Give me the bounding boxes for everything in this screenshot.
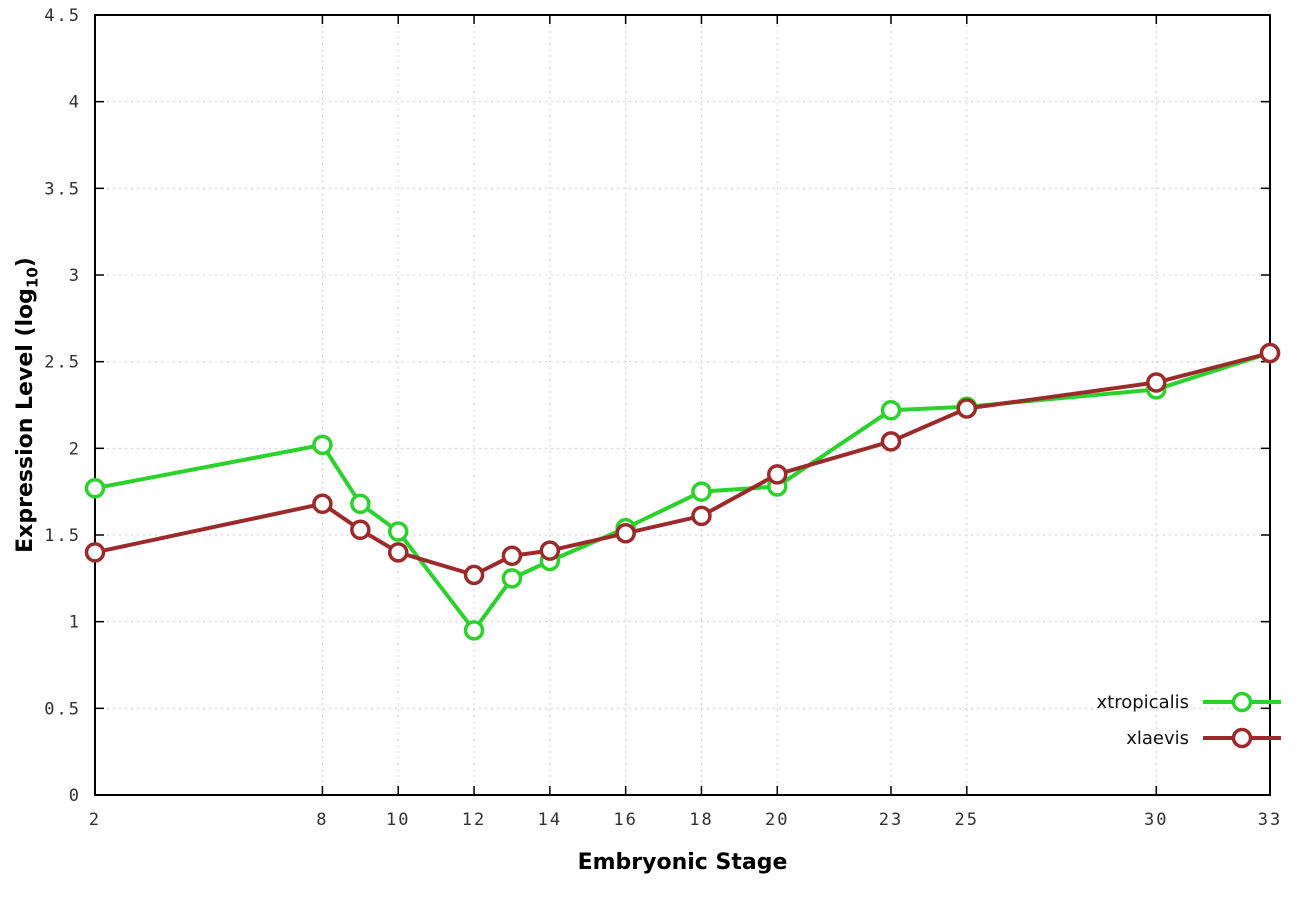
y-tick-label: 0 xyxy=(69,786,81,806)
data-point-xtropicalis xyxy=(84,477,106,499)
data-point-xlaevis xyxy=(691,505,712,527)
x-tick-label: 8 xyxy=(316,810,328,830)
x-axis-title: Embryonic Stage xyxy=(577,850,788,875)
data-point-xlaevis xyxy=(880,431,902,452)
data-point-xlaevis xyxy=(615,523,636,544)
y-axis-title: Expression Level (log10) xyxy=(13,15,43,795)
legend-sample-xtropicalis xyxy=(1203,691,1281,713)
x-tick-label: 20 xyxy=(765,810,789,830)
data-point-xlaevis xyxy=(387,542,409,563)
data-point-xlaevis xyxy=(463,564,485,586)
data-point-xlaevis xyxy=(84,542,106,563)
legend: xtropicalis xlaevis xyxy=(1097,684,1283,756)
y-tick-label: 0.5 xyxy=(44,699,81,719)
data-point-xtropicalis xyxy=(312,434,333,456)
x-tick-label: 16 xyxy=(613,810,637,830)
legend-marker-icon xyxy=(1231,727,1253,749)
x-tick-label: 14 xyxy=(538,810,562,830)
y-tick-label: 2.5 xyxy=(44,353,81,373)
x-tick-label: 18 xyxy=(689,810,713,830)
y-tick-label: 2 xyxy=(69,439,81,459)
data-point-xlaevis xyxy=(767,464,788,485)
data-point-xlaevis xyxy=(539,540,561,561)
legend-label-xtropicalis: xtropicalis xyxy=(1096,691,1189,713)
x-tick-label: 23 xyxy=(879,810,903,830)
y-axis-title-close: ) xyxy=(13,257,38,268)
data-point-xlaevis xyxy=(956,398,978,419)
y-axis-title-text: Expression Level (log xyxy=(13,288,38,553)
y-tick-label: 1.5 xyxy=(44,526,81,546)
plot-border xyxy=(94,14,1271,796)
y-tick-label: 4.5 xyxy=(44,6,81,26)
y-tick-label: 3 xyxy=(69,266,81,286)
x-tick-label: 30 xyxy=(1144,810,1168,830)
data-point-xtropicalis xyxy=(691,481,712,502)
y-tick-label: 4 xyxy=(69,93,81,113)
x-tick-label: 12 xyxy=(462,810,486,830)
x-tick-label: 33 xyxy=(1258,810,1282,830)
data-point-xlaevis xyxy=(312,493,333,515)
x-tick-label: 25 xyxy=(955,810,979,830)
data-point-xlaevis xyxy=(1259,342,1281,364)
legend-item-xtropicalis: xtropicalis xyxy=(1097,684,1283,720)
legend-label-xlaevis: xlaevis xyxy=(1126,727,1189,749)
y-tick-label: 1 xyxy=(69,613,81,633)
legend-marker-icon xyxy=(1231,691,1253,713)
x-tick-label: 2 xyxy=(89,810,101,830)
data-point-xtropicalis xyxy=(350,493,371,515)
series-line-xlaevis xyxy=(93,351,1272,577)
data-point-xtropicalis xyxy=(880,399,902,421)
data-point-xtropicalis xyxy=(387,521,409,542)
legend-item-xlaevis: xlaevis xyxy=(1097,720,1283,756)
data-point-xtropicalis xyxy=(463,620,485,641)
x-tick-label: 10 xyxy=(386,810,410,830)
data-point-xlaevis xyxy=(350,519,371,541)
y-tick-label: 3.5 xyxy=(44,179,81,199)
data-point-xlaevis xyxy=(1146,372,1167,393)
data-point-xtropicalis xyxy=(501,568,523,589)
y-axis-title-subscript: 10 xyxy=(23,267,42,289)
series-line-xtropicalis xyxy=(93,351,1272,633)
data-point-xlaevis xyxy=(501,545,523,567)
legend-sample-xlaevis xyxy=(1203,727,1281,749)
